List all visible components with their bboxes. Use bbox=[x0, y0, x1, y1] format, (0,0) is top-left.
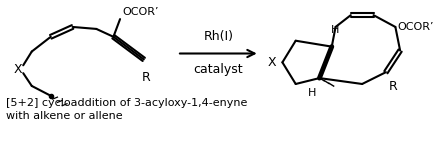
Text: [5+2] cycloaddition of 3-acyloxy-1,4-enyne
with alkene or allene: [5+2] cycloaddition of 3-acyloxy-1,4-eny… bbox=[6, 98, 247, 121]
Text: H: H bbox=[330, 25, 338, 35]
Text: X: X bbox=[266, 56, 275, 69]
Text: catalyst: catalyst bbox=[193, 63, 243, 76]
Text: H: H bbox=[307, 88, 315, 98]
Text: OCOR’: OCOR’ bbox=[396, 22, 433, 32]
Text: OCOR’: OCOR’ bbox=[122, 7, 158, 17]
Text: X: X bbox=[13, 63, 22, 76]
Text: R: R bbox=[141, 71, 150, 84]
Text: Rh(I): Rh(I) bbox=[203, 30, 233, 43]
Text: R: R bbox=[388, 80, 396, 93]
